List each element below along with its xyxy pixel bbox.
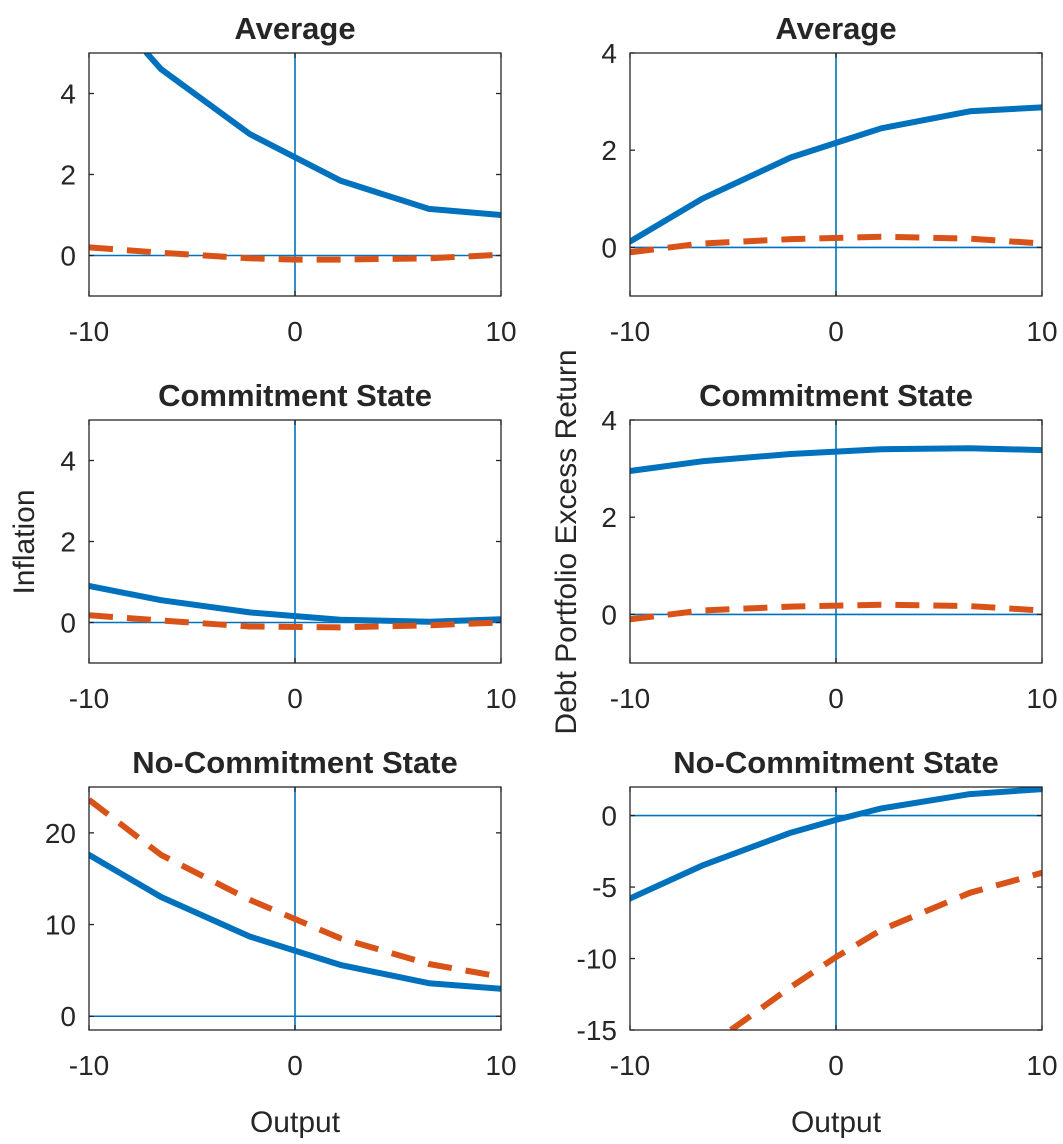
x-tick-label: 10 (485, 1050, 516, 1081)
x-tick-label: 10 (485, 316, 516, 347)
x-tick-label: 10 (1026, 316, 1057, 347)
panel-title: Average (775, 11, 896, 46)
dashed-series-line (89, 244, 501, 263)
inflation-ylabel: Inflation (8, 489, 41, 594)
dashed-series-line (729, 869, 1042, 1030)
x-tick-label: -10 (69, 1050, 109, 1081)
y-tick-label: 0 (601, 801, 617, 832)
panel-title: Commitment State (158, 378, 432, 413)
y-tick-label: 4 (601, 38, 617, 69)
panel-2: Average -10 0 10 0 2 4 (601, 11, 1057, 347)
y-tick-label: -15 (577, 1015, 617, 1046)
x-tick-label: -10 (69, 316, 109, 347)
x-tick-label: -10 (610, 1050, 650, 1081)
y-tick-label: 10 (45, 910, 76, 941)
y-tick-label: -5 (592, 872, 617, 903)
panel-title: No-Commitment State (132, 745, 458, 780)
y-tick-label: 0 (601, 599, 617, 630)
y-tick-label: 0 (60, 1001, 76, 1032)
x-tick-label: -10 (610, 316, 650, 347)
x-tick-label: -10 (69, 683, 109, 714)
dashed-series-line (630, 233, 1042, 256)
y-tick-label: 0 (601, 232, 617, 263)
panel-title: Average (234, 11, 355, 46)
solid-series-line (143, 53, 501, 218)
y-tick-label: 4 (60, 446, 76, 477)
y-tick-label: 2 (601, 502, 617, 533)
solid-series-line (630, 104, 1042, 245)
x-tick-label: 0 (287, 683, 303, 714)
x-axis-label: Output (791, 1106, 882, 1139)
x-tick-label: 0 (287, 1050, 303, 1081)
y-tick-label: 20 (45, 818, 76, 849)
x-tick-label: 0 (828, 316, 844, 347)
y-tick-label: -10 (577, 944, 617, 975)
y-tick-label: 0 (60, 608, 76, 639)
solid-series-line (630, 445, 1042, 474)
x-tick-label: 0 (287, 316, 303, 347)
x-tick-label: 10 (1026, 683, 1057, 714)
panel-6: No-Commitment State -10 0 10 -15 -10 -5 0 Output (577, 745, 1058, 1139)
x-tick-label: 10 (1026, 1050, 1057, 1081)
x-tick-label: 0 (828, 683, 844, 714)
panel-3: Commitment State -10 0 10 0 2 4 (60, 378, 516, 714)
y-tick-label: 2 (60, 527, 76, 558)
panel-title: No-Commitment State (673, 745, 999, 780)
dashed-series-line (630, 601, 1042, 623)
solid-series-line (630, 787, 1042, 902)
x-tick-label: 0 (828, 1050, 844, 1081)
panel-4: Commitment State -10 0 10 0 2 4 (601, 378, 1057, 714)
dashed-series-line (89, 612, 501, 631)
y-tick-label: 2 (601, 135, 617, 166)
y-tick-label: 0 (60, 241, 76, 272)
dashed-series-line (89, 797, 501, 980)
panel-5: No-Commitment State -10 0 10 0 10 20 Output (45, 745, 517, 1139)
solid-series-line (89, 583, 501, 625)
x-tick-label: 10 (485, 683, 516, 714)
panel-1: Average -10 0 10 0 2 4 (60, 11, 516, 347)
y-tick-label: 2 (60, 160, 76, 191)
solid-series-line (89, 851, 501, 992)
debt-portfolio-excess-return-ylabel: Debt Portfolio Excess Return (550, 349, 583, 734)
panel-title: Commitment State (699, 378, 973, 413)
x-tick-label: -10 (610, 683, 650, 714)
y-tick-label: 4 (60, 79, 76, 110)
x-axis-label: Output (250, 1106, 341, 1139)
y-tick-label: 4 (601, 405, 617, 436)
